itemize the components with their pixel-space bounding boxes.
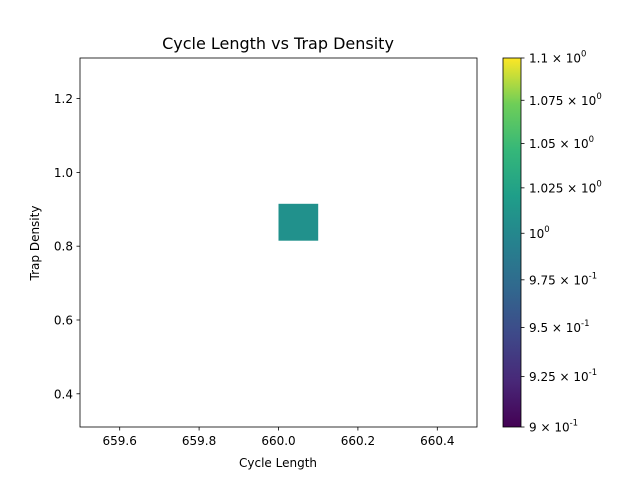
x-tick-label: 659.6 — [103, 434, 137, 448]
colorbar-tick-label: 9.75 × 10-1 — [529, 271, 597, 287]
colorbar-tick-label: 9 × 10-1 — [529, 419, 578, 435]
colorbar-tick-label: 1.075 × 100 — [529, 92, 602, 108]
x-tick-label: 660.2 — [341, 434, 375, 448]
y-tick-label: 0.8 — [54, 240, 73, 254]
colorbar-tick-label: 1.05 × 100 — [529, 135, 594, 151]
y-tick-label: 0.4 — [54, 387, 73, 401]
colorbar-frame — [502, 57, 522, 428]
chart-title: Cycle Length vs Trap Density — [162, 34, 394, 53]
heatmap-cell-0 — [278, 203, 319, 241]
colorbar: 9 × 10-1 9.25 × 10-1 9.5 × 10-1 9.75 × 10-1… — [502, 50, 602, 435]
x-tick-label: 660.4 — [420, 434, 454, 448]
plot-area: 659.6 659.8 660.0 660.2 660.4 0.4 0.6 0.8 1.0 1.2 — [54, 57, 478, 448]
colorbar-gradient — [503, 58, 521, 427]
y-axis-label: Trap Density — [28, 206, 42, 282]
x-tick-label: 660.0 — [261, 434, 295, 448]
colorbar-tick-label: 100 — [529, 225, 550, 241]
y-tick-label: 1.0 — [54, 166, 73, 180]
colorbar-tick-label: 1.1 × 100 — [529, 50, 586, 66]
colorbar-tick-label: 9.25 × 10-1 — [529, 368, 597, 384]
x-axis-label: Cycle Length — [239, 456, 317, 470]
colorbar-tick-label: 9.5 × 10-1 — [529, 319, 590, 335]
y-tick-label: 1.2 — [54, 92, 73, 106]
plot-frame — [79, 57, 478, 428]
y-tick-label: 0.6 — [54, 313, 73, 327]
x-tick-label: 659.8 — [182, 434, 216, 448]
colorbar-tick-label: 1.025 × 100 — [529, 179, 602, 195]
